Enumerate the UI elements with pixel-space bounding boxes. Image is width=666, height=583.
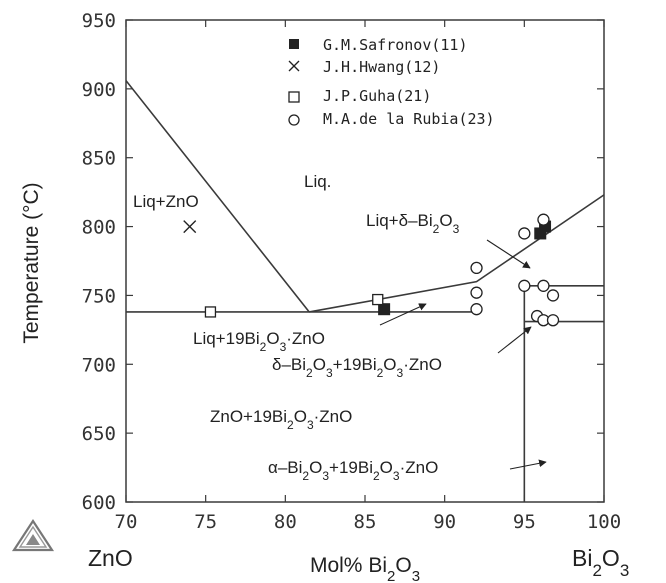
y-tick-label: 650 — [82, 423, 116, 445]
boundary-liquidus-bi2o3 — [309, 194, 605, 313]
legend-label-guha: J.P.Guha(21) — [323, 87, 431, 105]
y-tick-label: 600 — [82, 492, 116, 514]
data-points — [183, 213, 560, 327]
data-point-series-0 — [378, 303, 391, 316]
y-tick-label: 950 — [82, 10, 116, 32]
triangle-logo-icon — [11, 518, 55, 552]
x-tick-label: 90 — [433, 511, 456, 533]
region-label-delta-compound: δ–Bi2O3+19Bi2O3·ZnO — [272, 355, 442, 380]
x-tick-label: 85 — [354, 511, 377, 533]
data-point-series-3 — [546, 314, 560, 327]
arrow-liq-delta — [486, 239, 531, 269]
x-tick-label: 70 — [115, 511, 138, 533]
data-point-series-3 — [518, 279, 531, 292]
arrow-delta-compound — [497, 326, 532, 354]
legend-marker-safronov — [289, 39, 299, 49]
x-tick-label: 95 — [513, 511, 536, 533]
data-point-series-1 — [183, 220, 197, 234]
y-tick-label: 750 — [82, 285, 116, 307]
region-label-liq-zno: Liq+ZnO — [133, 192, 199, 211]
x-tick-label: 100 — [587, 511, 621, 533]
data-point-series-2 — [372, 293, 384, 306]
y-axis-title: Temperature (°C) — [20, 182, 43, 343]
x-axis-title: Mol% Bi2O3 — [310, 554, 420, 583]
region-label-zno-compound: ZnO+19Bi2O3·ZnO — [210, 407, 352, 432]
legend-label-safronov: G.M.Safronov(11) — [323, 36, 468, 54]
data-point-series-3 — [470, 303, 483, 316]
data-point-series-3 — [546, 289, 560, 302]
y-tick-label: 700 — [82, 354, 116, 376]
arrow-liq-compound — [379, 303, 427, 326]
legend-marker-guha — [288, 91, 300, 103]
region-label-liq-compound: Liq+19Bi2O3·ZnO — [193, 329, 325, 354]
data-point-series-3 — [470, 286, 483, 299]
data-point-series-3 — [537, 213, 550, 226]
component-left-label: ZnO — [88, 545, 133, 571]
boundary-liquidus-zno — [125, 80, 310, 313]
x-tick-label: 75 — [194, 511, 217, 533]
y-tick-label: 800 — [82, 217, 116, 239]
x-tick-label: 80 — [274, 511, 297, 533]
legend-label-rubia: M.A.de la Rubia(23) — [323, 110, 495, 128]
arrow-alpha-compound — [509, 459, 547, 470]
legend-marker-rubia — [288, 114, 300, 126]
legend: G.M.Safronov(11) J.H.Hwang(12) J.P.Guha(… — [288, 36, 495, 128]
legend-label-hwang: J.H.Hwang(12) — [323, 58, 440, 76]
component-right-label: Bi2O3 — [572, 545, 629, 580]
legend-marker-hwang — [288, 60, 300, 72]
data-point-series-3 — [518, 227, 531, 240]
data-point-series-3 — [537, 279, 550, 292]
phase-boundaries — [125, 80, 605, 502]
region-label-liq: Liq. — [304, 172, 331, 191]
data-point-series-3 — [470, 261, 483, 275]
y-tick-label: 850 — [82, 148, 116, 170]
data-point-series-2 — [204, 306, 217, 318]
y-tick-label: 900 — [82, 79, 116, 101]
region-label-liq-delta: Liq+δ–Bi2O3 — [366, 211, 460, 236]
axis-ticks: 70 75 80 85 90 95 100 600 650 700 750 800 850 900 950 — [82, 10, 621, 533]
region-label-alpha-compound: α–Bi2O3+19Bi2O3·ZnO — [268, 458, 438, 483]
